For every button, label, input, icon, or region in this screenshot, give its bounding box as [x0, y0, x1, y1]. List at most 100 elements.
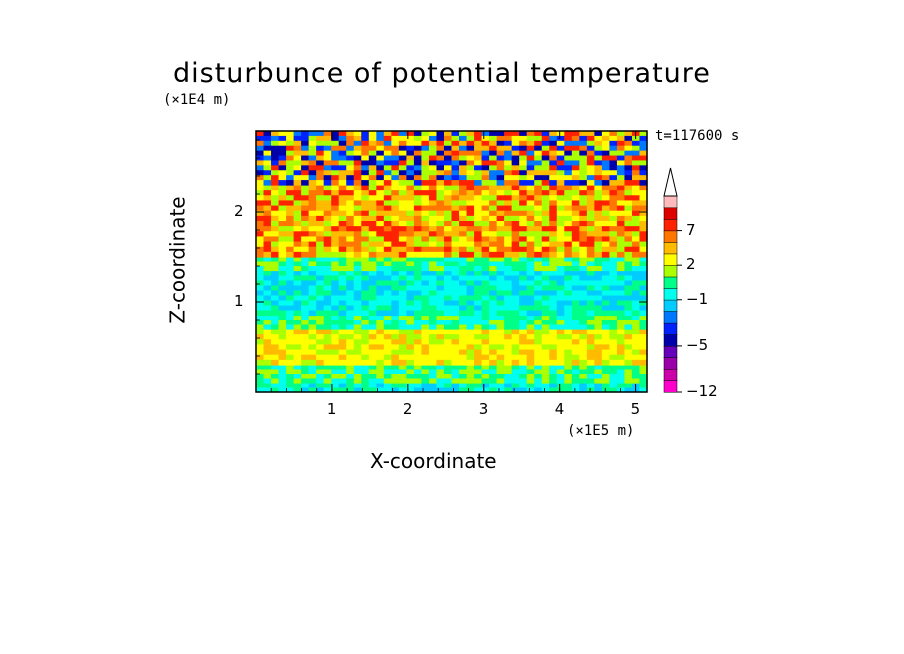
heatmap-cell	[391, 374, 400, 380]
heatmap-cell	[316, 241, 325, 248]
heatmap-cell	[489, 266, 498, 272]
heatmap-cell	[564, 140, 573, 147]
heatmap-cell	[346, 231, 355, 238]
heatmap-cell	[526, 315, 535, 321]
heatmap-cell	[451, 310, 460, 317]
heatmap-cell	[383, 387, 392, 393]
heatmap-cell	[496, 165, 505, 171]
heatmap-cell	[368, 320, 377, 326]
heatmap-cell	[278, 200, 287, 207]
heatmap-cell	[616, 374, 626, 380]
heatmap-cell	[519, 275, 528, 282]
heatmap-cell	[586, 246, 595, 253]
heatmap-cell	[361, 205, 370, 212]
heatmap-cell	[338, 290, 347, 297]
heatmap-cell	[579, 339, 588, 346]
heatmap-cell	[398, 365, 407, 371]
heatmap-cell	[443, 261, 453, 267]
z-scale-label: (×1E4 m)	[163, 92, 231, 108]
heatmap-cell	[346, 280, 355, 287]
heatmap-cell	[443, 354, 453, 361]
heatmap-cell	[316, 275, 325, 282]
heatmap-cell	[511, 334, 520, 340]
heatmap-cell	[541, 180, 550, 186]
heatmap-cell	[338, 320, 347, 326]
heatmap-cell	[556, 215, 565, 222]
heatmap-cell	[564, 300, 573, 307]
heatmap-cell	[383, 369, 392, 375]
heatmap-cell	[594, 175, 603, 181]
heatmap-cell	[421, 165, 430, 171]
heatmap-cell	[323, 251, 332, 258]
heatmap-cell	[616, 339, 626, 346]
heatmap-cell	[398, 246, 407, 253]
heatmap-cell	[278, 185, 287, 191]
heatmap-cell	[436, 374, 445, 380]
heatmap-cell	[496, 140, 505, 147]
heatmap-cell	[443, 305, 453, 312]
heatmap-cell	[616, 349, 626, 356]
heatmap-cell	[489, 226, 498, 232]
heatmap-cell	[421, 140, 430, 147]
heatmap-cell	[451, 155, 460, 162]
heatmap-cell	[346, 315, 355, 321]
heatmap-cell	[564, 266, 573, 272]
heatmap-cell	[481, 231, 490, 238]
heatmap-cell	[504, 378, 513, 384]
heatmap-cell	[271, 285, 280, 292]
heatmap-cell	[609, 383, 618, 389]
heatmap-cell	[571, 246, 580, 253]
heatmap-cell	[353, 275, 362, 282]
heatmap-cell	[466, 236, 475, 243]
heatmap-cell	[338, 374, 347, 380]
heatmap-cell	[361, 241, 370, 248]
heatmap-cell	[579, 165, 588, 171]
heatmap-cell	[436, 295, 445, 302]
heatmap-cell	[368, 236, 377, 243]
heatmap-cell	[391, 251, 400, 258]
heatmap-cell	[639, 205, 648, 212]
heatmap-cell	[586, 251, 595, 258]
heatmap-cell	[368, 295, 377, 302]
heatmap-cell	[421, 135, 430, 142]
heatmap-cell	[594, 160, 603, 166]
heatmap-cell	[338, 300, 347, 307]
heatmap-cell	[534, 205, 543, 212]
heatmap-cell	[428, 160, 438, 166]
heatmap-cell	[413, 329, 423, 335]
heatmap-cell	[571, 251, 580, 258]
heatmap-cell	[489, 344, 498, 351]
heatmap-cell	[421, 195, 430, 202]
colorbar-segment	[663, 322, 678, 335]
heatmap-cell	[586, 369, 595, 375]
heatmap-cell	[361, 135, 370, 142]
heatmap-cell	[556, 165, 565, 171]
heatmap-cell	[474, 310, 483, 317]
heatmap-cell	[406, 334, 415, 340]
heatmap-cell	[549, 190, 558, 196]
heatmap-cell	[511, 305, 520, 312]
heatmap-cell	[541, 290, 550, 297]
heatmap-cell	[353, 140, 362, 147]
heatmap-cell	[586, 226, 595, 232]
heatmap-cell	[436, 215, 445, 222]
heatmap-cell	[331, 300, 340, 307]
heatmap-cell	[504, 359, 513, 366]
heatmap-cell	[474, 131, 483, 137]
heatmap-cell	[301, 290, 310, 297]
heatmap-cell	[519, 190, 528, 196]
heatmap-cell	[511, 354, 520, 361]
heatmap-cell	[263, 329, 272, 335]
heatmap-cell	[496, 135, 505, 142]
heatmap-cell	[571, 349, 580, 356]
heatmap-cell	[256, 285, 265, 292]
heatmap-cell	[526, 200, 535, 207]
heatmap-cell	[609, 236, 618, 243]
heatmap-cell	[579, 349, 588, 356]
heatmap-cell	[368, 165, 377, 171]
heatmap-cell	[398, 200, 407, 207]
heatmap-cell	[631, 241, 641, 248]
heatmap-cell	[586, 315, 595, 321]
heatmap-cell	[624, 378, 633, 384]
heatmap-cell	[308, 339, 317, 346]
